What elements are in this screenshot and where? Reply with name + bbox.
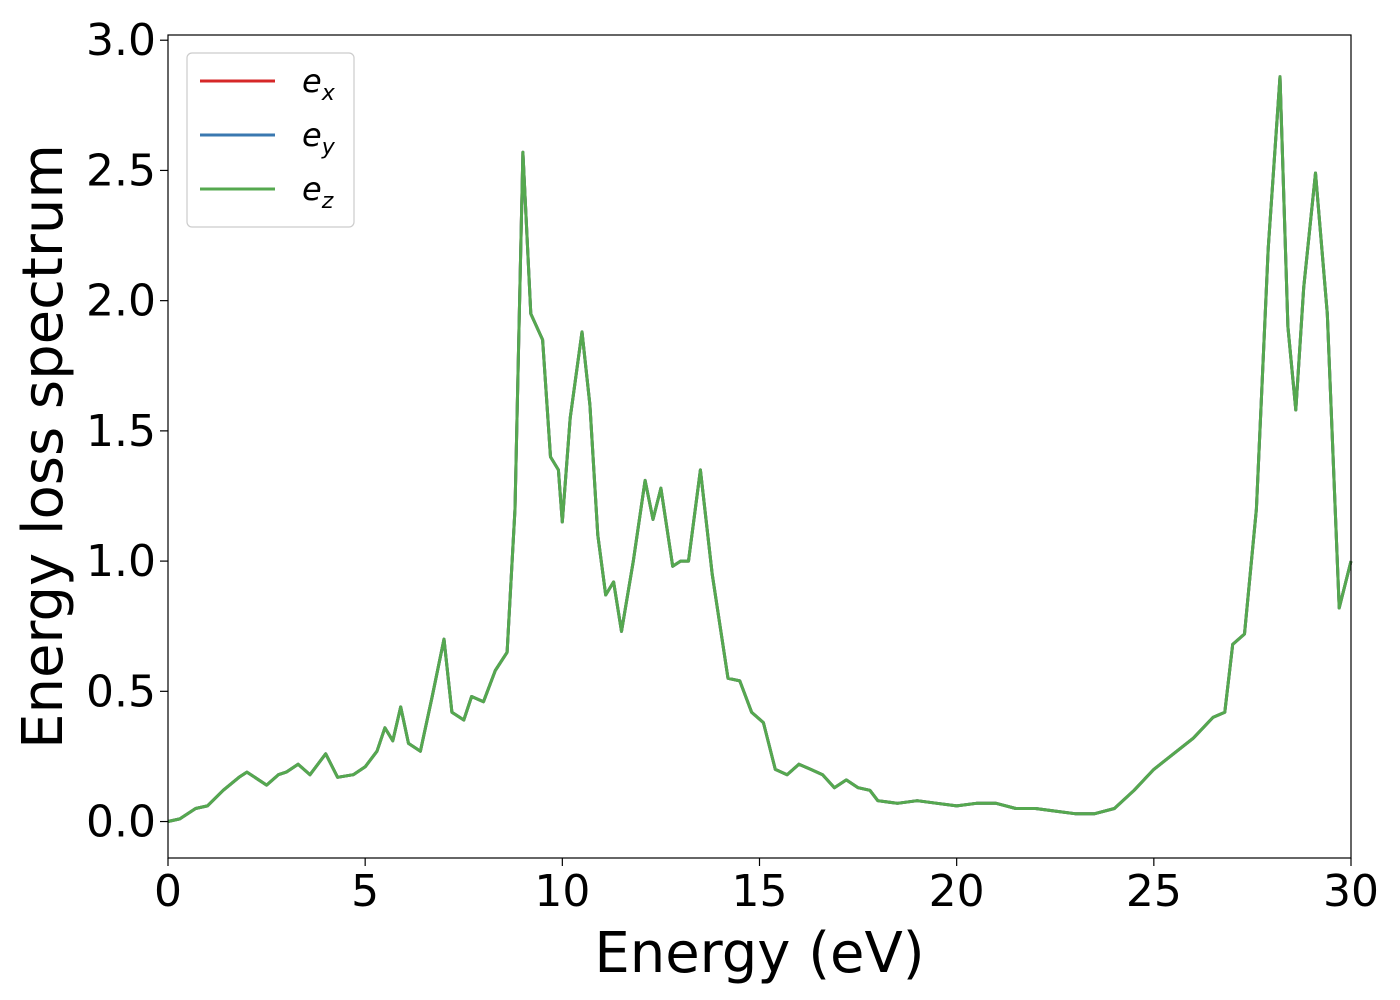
x-tick-label: 25 bbox=[1126, 866, 1182, 917]
y-tick-label: 0.0 bbox=[86, 797, 156, 848]
y-axis: 0.0 0.5 1.0 1.5 2.0 2.5 3.0 bbox=[86, 15, 168, 848]
y-tick-label: 1.5 bbox=[86, 406, 156, 457]
legend: ex ey ez bbox=[186, 52, 355, 228]
y-tick-label: 1.0 bbox=[86, 536, 156, 587]
legend-label: ez bbox=[302, 170, 334, 214]
y-tick-label: 2.0 bbox=[86, 276, 156, 327]
y-tick-label: 3.0 bbox=[86, 15, 156, 66]
x-axis-title: Energy (eV) bbox=[594, 921, 924, 986]
x-tick-label: 0 bbox=[154, 866, 182, 917]
series-line-ez bbox=[167, 75, 1353, 823]
series-layer bbox=[167, 75, 1353, 823]
legend-label: ex bbox=[302, 62, 336, 106]
y-tick-label: 0.5 bbox=[86, 666, 156, 717]
x-tick-label: 10 bbox=[534, 866, 590, 917]
legend-label: ey bbox=[302, 116, 336, 160]
x-tick-label: 15 bbox=[732, 866, 788, 917]
x-tick-label: 30 bbox=[1323, 866, 1379, 917]
legend-box bbox=[186, 52, 355, 228]
x-axis: 0 5 10 15 20 25 30 bbox=[154, 858, 1379, 917]
y-tick-label: 2.5 bbox=[86, 145, 156, 196]
y-axis-title: Energy loss spectrum bbox=[11, 144, 76, 749]
x-tick-label: 5 bbox=[351, 866, 379, 917]
x-tick-label: 20 bbox=[929, 866, 985, 917]
